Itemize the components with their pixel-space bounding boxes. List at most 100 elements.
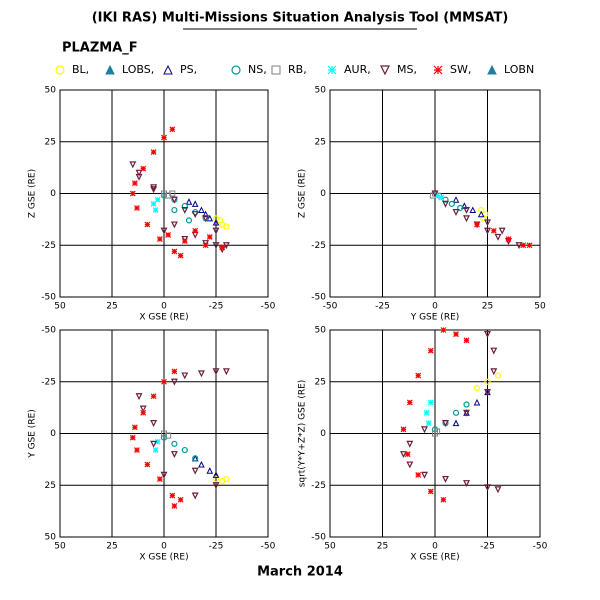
x-axis-label: X GSE (RE) [139, 553, 188, 563]
x-axis-label: X GSE (RE) [139, 313, 188, 323]
x-tick-label: 0 [432, 302, 438, 312]
data-point [191, 467, 199, 475]
legend-label: RB, [288, 63, 307, 76]
x-tick-label: -50 [261, 302, 276, 312]
data-point [129, 434, 136, 441]
y-axis-label: Y GSE (RE) [28, 409, 38, 459]
data-point [434, 428, 441, 435]
data-point [185, 217, 193, 224]
y-tick-label: -25 [311, 241, 326, 251]
data-point [169, 492, 176, 499]
title: (IKI RAS) Multi-Missions Situation Analy… [92, 11, 509, 26]
y-tick-label: 25 [45, 481, 56, 491]
x-tick-label: 50 [54, 302, 66, 312]
data-point [135, 393, 143, 401]
data-point [181, 206, 189, 214]
data-point [520, 242, 527, 249]
data-point [212, 475, 220, 483]
data-point [156, 476, 163, 482]
legend-symbol [380, 65, 390, 76]
data-point [463, 206, 470, 214]
y-tick-label: 50 [315, 86, 327, 96]
data-point [144, 221, 151, 228]
data-point [406, 440, 414, 448]
data-point [165, 432, 172, 439]
data-point [202, 210, 209, 218]
legend-symbol [271, 65, 281, 75]
y-tick-label: 50 [45, 533, 57, 543]
data-point [131, 180, 138, 187]
data-point [181, 202, 188, 210]
data-point [212, 218, 220, 226]
x-tick-label: 50 [54, 542, 66, 552]
y-tick-label: -50 [311, 533, 326, 543]
data-point [150, 420, 158, 427]
y-tick-label: -50 [41, 326, 56, 336]
data-point [202, 215, 210, 223]
data-point [484, 378, 491, 385]
x-tick-label: -25 [209, 542, 224, 552]
data-point [185, 198, 193, 205]
data-point [484, 227, 491, 235]
data-point [463, 337, 470, 344]
data-point [494, 486, 502, 494]
data-point [484, 219, 491, 227]
data-point [160, 471, 168, 479]
data-point [404, 451, 411, 458]
data-point [400, 426, 407, 433]
data-point [498, 227, 506, 235]
data-point [192, 455, 199, 462]
subtitle: PLAZMA_F [62, 41, 138, 56]
data-point [212, 482, 220, 490]
data-point [177, 252, 184, 259]
data-point [154, 438, 161, 445]
data-point [223, 475, 230, 483]
data-point [150, 186, 158, 194]
data-point [134, 205, 140, 211]
data-point [452, 196, 460, 203]
data-point [150, 184, 158, 192]
y-axis-label: Z GSE (RE) [28, 169, 38, 218]
x-tick-label: 25 [106, 302, 117, 312]
data-point [191, 200, 199, 207]
data-point [400, 451, 407, 459]
legend-label: NS, [248, 63, 267, 76]
legend-symbol [231, 65, 241, 75]
data-point [494, 372, 502, 379]
data-point [170, 451, 178, 459]
legend-symbol [163, 64, 173, 75]
legend-label: SW, [450, 63, 471, 76]
plot-frame [59, 89, 269, 298]
data-point [171, 248, 178, 255]
data-point [490, 227, 497, 234]
data-point [463, 480, 470, 488]
data-point [442, 200, 449, 208]
data-point [181, 372, 189, 380]
legend-label: AUR, [344, 63, 371, 76]
data-point [484, 389, 491, 396]
data-point [150, 440, 158, 448]
y-tick-label: 0 [320, 429, 326, 439]
data-point [415, 372, 422, 379]
data-point [431, 190, 439, 198]
data-point [463, 215, 470, 223]
data-point [191, 211, 199, 219]
footer: March 2014 [257, 565, 343, 580]
data-point [469, 206, 477, 214]
data-point [165, 231, 172, 238]
x-tick-label: 50 [324, 542, 336, 552]
y-axis-label: Z GSE (RE) [298, 169, 308, 218]
y-tick-label: -25 [41, 241, 56, 251]
y-tick-label: 0 [50, 429, 56, 439]
data-point [452, 409, 460, 416]
x-tick-label: 0 [161, 542, 167, 552]
data-point [406, 399, 413, 406]
data-point [129, 161, 137, 169]
legend-label: LOBS, [122, 63, 154, 76]
x-tick-label: -25 [209, 302, 224, 312]
data-point [171, 206, 178, 214]
data-point [434, 192, 441, 199]
data-point [526, 242, 533, 249]
data-point [139, 405, 147, 413]
data-point [170, 221, 178, 229]
